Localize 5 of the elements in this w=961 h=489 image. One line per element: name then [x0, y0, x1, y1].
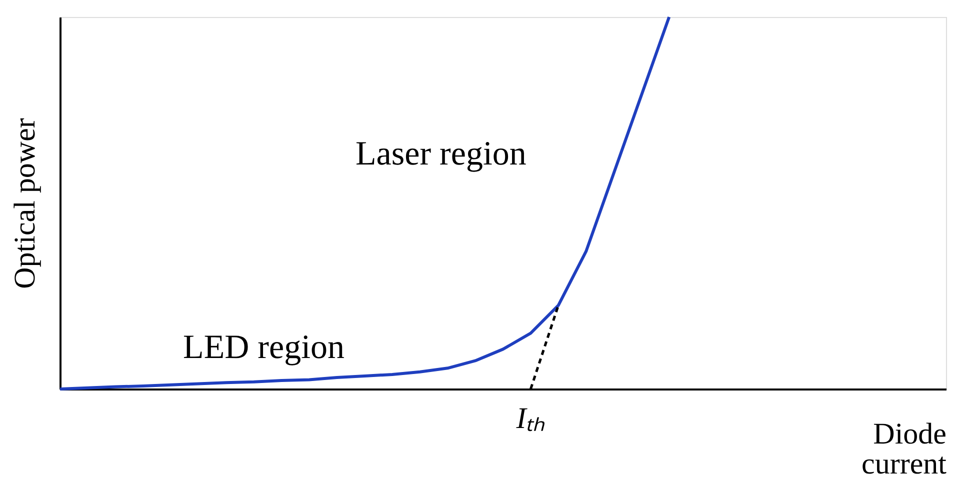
annotation: LED region: [183, 329, 345, 366]
x-axis-title: Diode current: [862, 418, 948, 480]
y-axis-title: Optical power: [8, 118, 42, 289]
text: Iₜₕ: [515, 402, 546, 435]
annotation: Laser region: [356, 136, 526, 173]
